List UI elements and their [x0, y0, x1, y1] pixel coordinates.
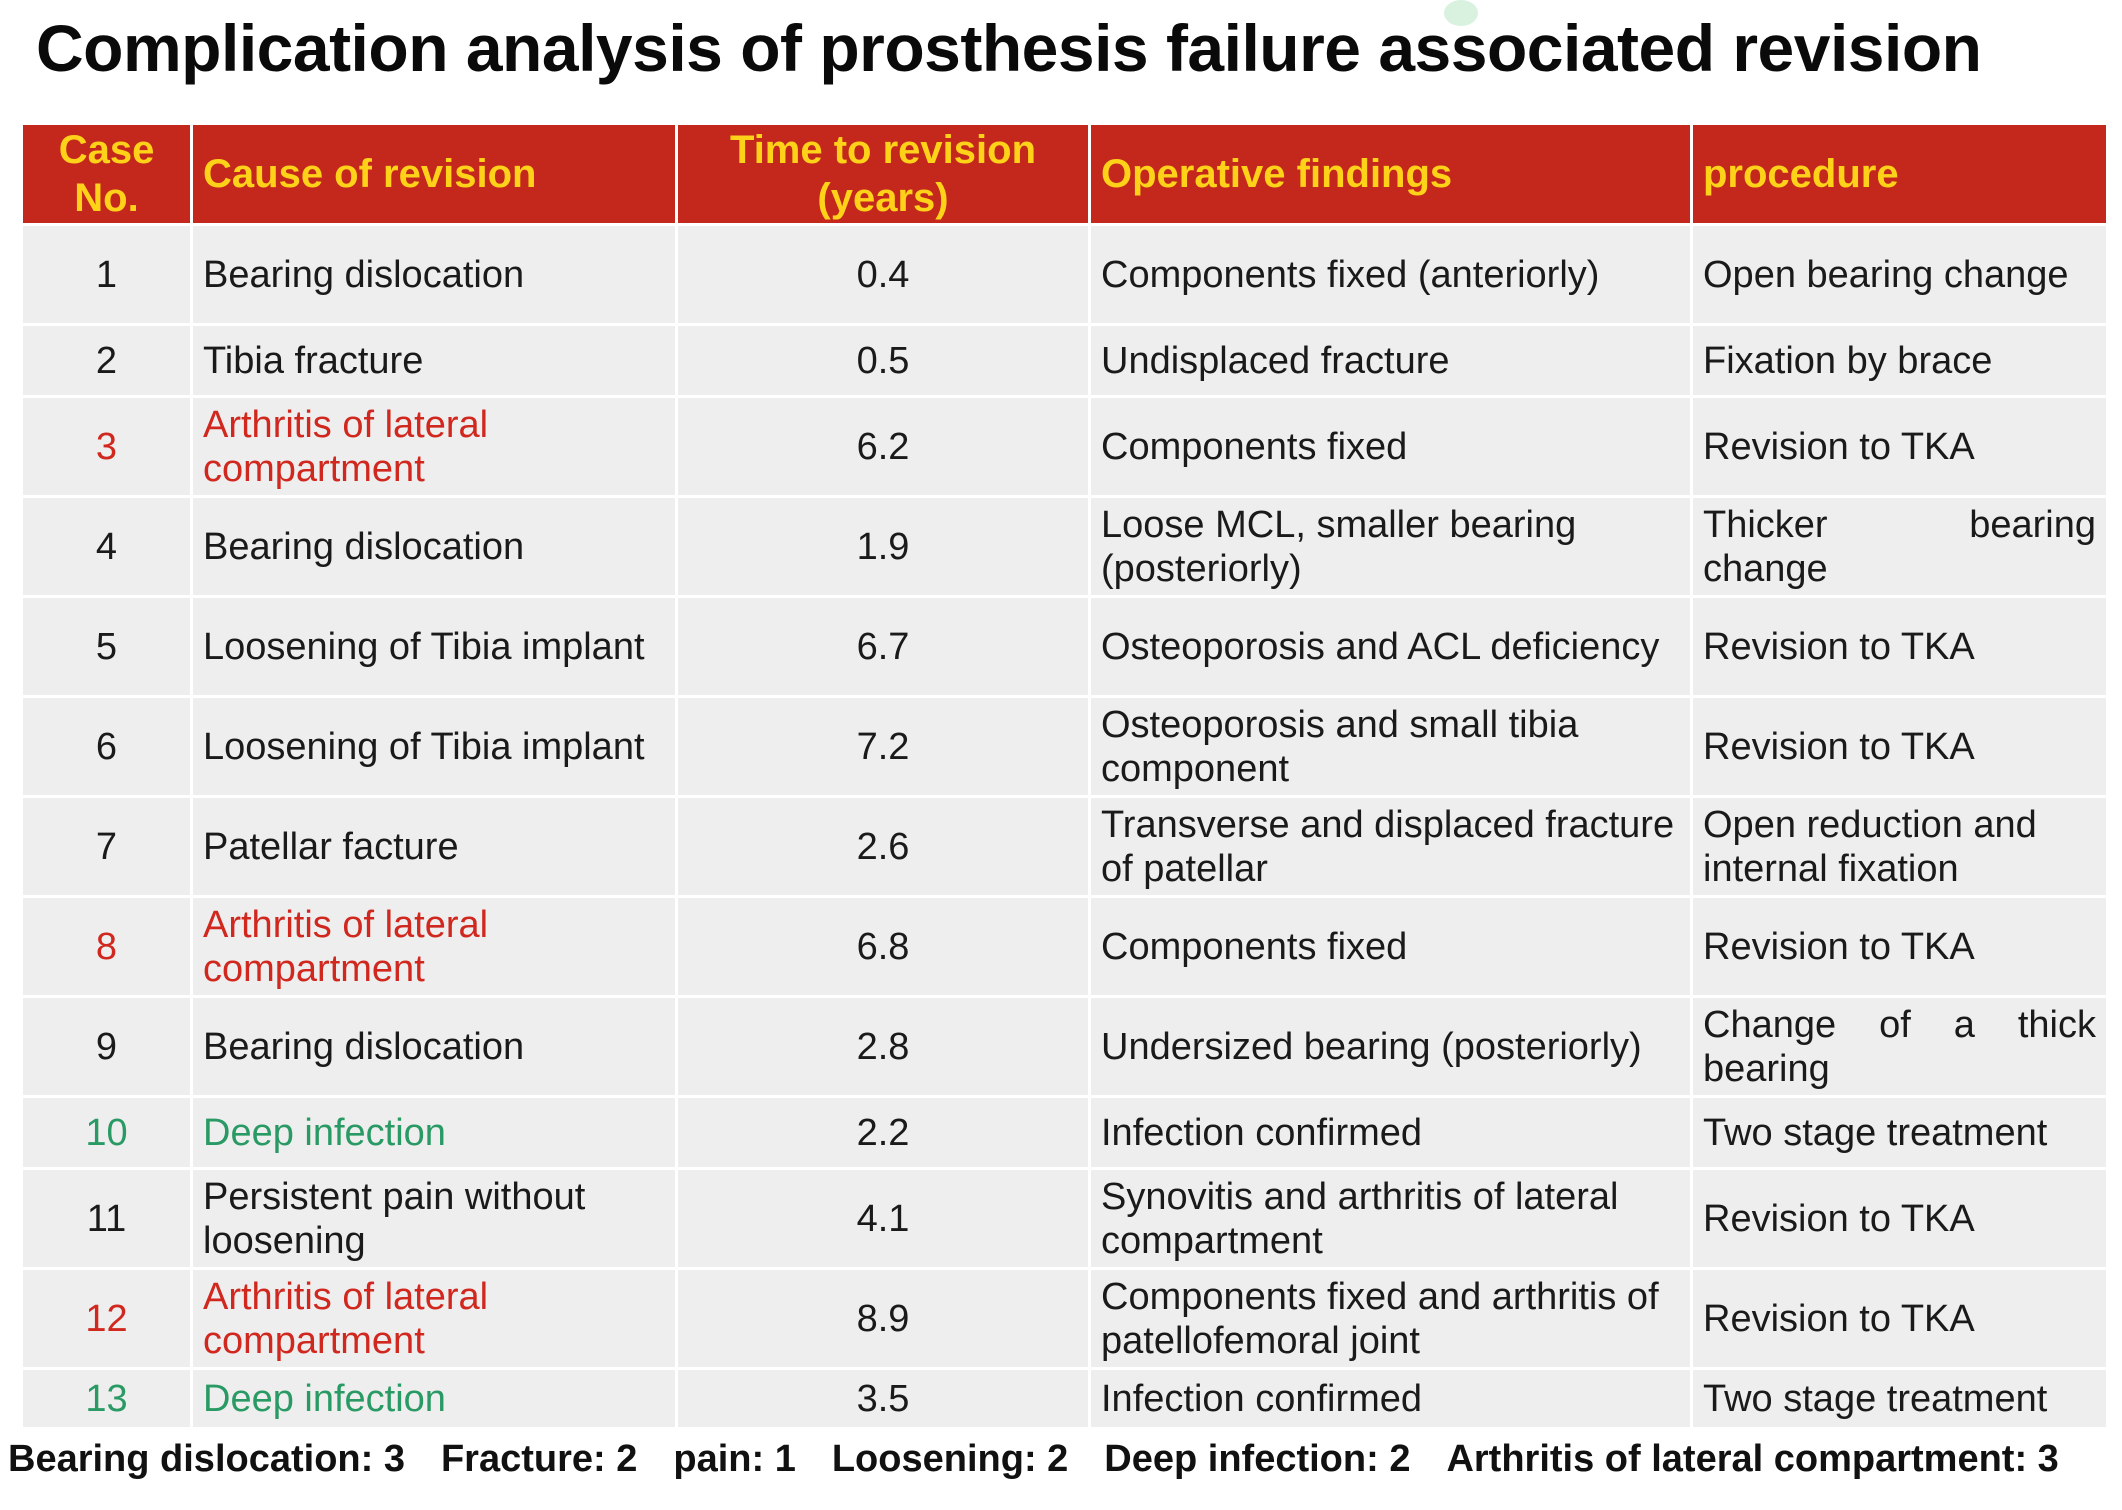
findings-cell: Undisplaced fracture [1088, 323, 1693, 398]
procedure-cell: Revision to TKA [1690, 895, 2109, 998]
time-cell: 2.6 [675, 795, 1091, 898]
findings-cell: Components fixed and arthritis of patell… [1088, 1267, 1693, 1370]
case-number-cell: 1 [20, 223, 193, 326]
findings-cell: Components fixed [1088, 895, 1693, 998]
table-row: 13 Deep infection 3.5 Infection confirmed Tw… [20, 1367, 2109, 1430]
table-row: 1 Bearing dislocation 0.4 Components fixed … [20, 223, 2109, 326]
time-cell: 2.2 [675, 1095, 1091, 1170]
case-number-cell: 7 [20, 795, 193, 898]
summary-item: pain: 1 [673, 1438, 796, 1480]
time-cell: 8.9 [675, 1267, 1091, 1370]
cause-cell: Persistent pain without loosening [190, 1167, 678, 1270]
revision-table: Case No. Cause of revision Time to revis… [20, 122, 2109, 1430]
findings-cell: Infection confirmed [1088, 1367, 1693, 1430]
case-number-cell: 6 [20, 695, 193, 798]
time-cell: 0.5 [675, 323, 1091, 398]
table-row: 10 Deep infection 2.2 Infection confirmed Tw… [20, 1095, 2109, 1170]
case-number-cell: 10 [20, 1095, 193, 1170]
cause-cell: Deep infection [190, 1095, 678, 1170]
table-row: 11 Persistent pain without loosening 4.1 Sy… [20, 1167, 2109, 1270]
procedure-cell: Change of a thick bearing [1690, 995, 2109, 1098]
table-row: 12 Arthritis of lateral compartment 8.9 Com… [20, 1267, 2109, 1370]
table-body: 1 Bearing dislocation 0.4 Components fixed … [20, 223, 2109, 1430]
case-number-cell: 13 [20, 1367, 193, 1430]
procedure-cell: Two stage treatment [1690, 1095, 2109, 1170]
findings-cell: Osteoporosis and ACL deficiency [1088, 595, 1693, 698]
slide-title: Complication analysis of prosthesis fail… [36, 11, 1982, 85]
time-cell: 2.8 [675, 995, 1091, 1098]
cause-cell: Bearing dislocation [190, 223, 678, 326]
findings-cell: Synovitis and arthritis of lateral compa… [1088, 1167, 1693, 1270]
procedure-cell: Revision to TKA [1690, 595, 2109, 698]
cause-cell: Arthritis of lateral compartment [190, 395, 678, 498]
table-row: 9 Bearing dislocation 2.8 Undersized bearin… [20, 995, 2109, 1098]
time-cell: 6.8 [675, 895, 1091, 998]
case-number-cell: 12 [20, 1267, 193, 1370]
table-row: 7 Patellar facture 2.6 Transverse and displ… [20, 795, 2109, 898]
header-case-no: Case No. [20, 122, 193, 226]
cause-cell: Patellar facture [190, 795, 678, 898]
time-cell: 6.7 [675, 595, 1091, 698]
summary-item: Fracture: 2 [440, 1438, 638, 1480]
summary-item: Loosening: 2 [831, 1438, 1069, 1480]
procedure-cell: Fixation by brace [1690, 323, 2109, 398]
time-cell: 7.2 [675, 695, 1091, 798]
cause-cell: Loosening of Tibia implant [190, 695, 678, 798]
cause-cell: Bearing dislocation [190, 495, 678, 598]
time-cell: 4.1 [675, 1167, 1091, 1270]
procedure-cell: Revision to TKA [1690, 1267, 2109, 1370]
findings-cell: Transverse and displaced fracture of pat… [1088, 795, 1693, 898]
summary-line: Bearing dislocation: 3 Fracture: 2 pain: 1… [8, 1438, 2059, 1481]
findings-cell: Components fixed [1088, 395, 1693, 498]
cause-cell: Bearing dislocation [190, 995, 678, 1098]
table-row: 4 Bearing dislocation 1.9 Loose MCL, smalle… [20, 495, 2109, 598]
findings-cell: Components fixed (anteriorly) [1088, 223, 1693, 326]
findings-cell: Infection confirmed [1088, 1095, 1693, 1170]
summary-item: Deep infection: 2 [1104, 1438, 1411, 1480]
case-number-cell: 9 [20, 995, 193, 1098]
findings-cell: Undersized bearing (posteriorly) [1088, 995, 1693, 1098]
table-row: 5 Loosening of Tibia implant 6.7 Osteoporos… [20, 595, 2109, 698]
header-findings: Operative findings [1088, 122, 1693, 226]
cause-cell: Arthritis of lateral compartment [190, 895, 678, 998]
case-number-cell: 5 [20, 595, 193, 698]
case-number-cell: 4 [20, 495, 193, 598]
procedure-cell: Open reduction and internal fixation [1690, 795, 2109, 898]
procedure-cell: Revision to TKA [1690, 695, 2109, 798]
time-cell: 1.9 [675, 495, 1091, 598]
decorative-dot [1444, 0, 1478, 26]
header-time: Time to revision (years) [675, 122, 1091, 226]
case-number-cell: 2 [20, 323, 193, 398]
procedure-cell: Revision to TKA [1690, 395, 2109, 498]
time-cell: 6.2 [675, 395, 1091, 498]
cause-cell: Deep infection [190, 1367, 678, 1430]
table-header-row: Case No. Cause of revision Time to revis… [20, 122, 2109, 226]
table-row: 8 Arthritis of lateral compartment 6.8 Comp… [20, 895, 2109, 998]
findings-cell: Loose MCL, smaller bearing (posteriorly) [1088, 495, 1693, 598]
header-cause: Cause of revision [190, 122, 678, 226]
header-procedure: procedure [1690, 122, 2109, 226]
findings-cell: Osteoporosis and small tibia component [1088, 695, 1693, 798]
summary-item: Arthritis of lateral compartment: 3 [1446, 1438, 2059, 1480]
case-number-cell: 11 [20, 1167, 193, 1270]
procedure-cell: Open bearing change [1690, 223, 2109, 326]
table-row: 2 Tibia fracture 0.5 Undisplaced fracture Fi… [20, 323, 2109, 398]
cause-cell: Arthritis of lateral compartment [190, 1267, 678, 1370]
procedure-cell: Two stage treatment [1690, 1367, 2109, 1430]
cause-cell: Loosening of Tibia implant [190, 595, 678, 698]
procedure-cell: Revision to TKA [1690, 1167, 2109, 1270]
case-number-cell: 3 [20, 395, 193, 498]
table-row: 6 Loosening of Tibia implant 7.2 Osteoporos… [20, 695, 2109, 798]
cause-cell: Tibia fracture [190, 323, 678, 398]
time-cell: 3.5 [675, 1367, 1091, 1430]
case-number-cell: 8 [20, 895, 193, 998]
procedure-cell: Thicker bearing change [1690, 495, 2109, 598]
table-row: 3 Arthritis of lateral compartment 6.2 Comp… [20, 395, 2109, 498]
time-cell: 0.4 [675, 223, 1091, 326]
summary-item: Bearing dislocation: 3 [8, 1438, 405, 1480]
